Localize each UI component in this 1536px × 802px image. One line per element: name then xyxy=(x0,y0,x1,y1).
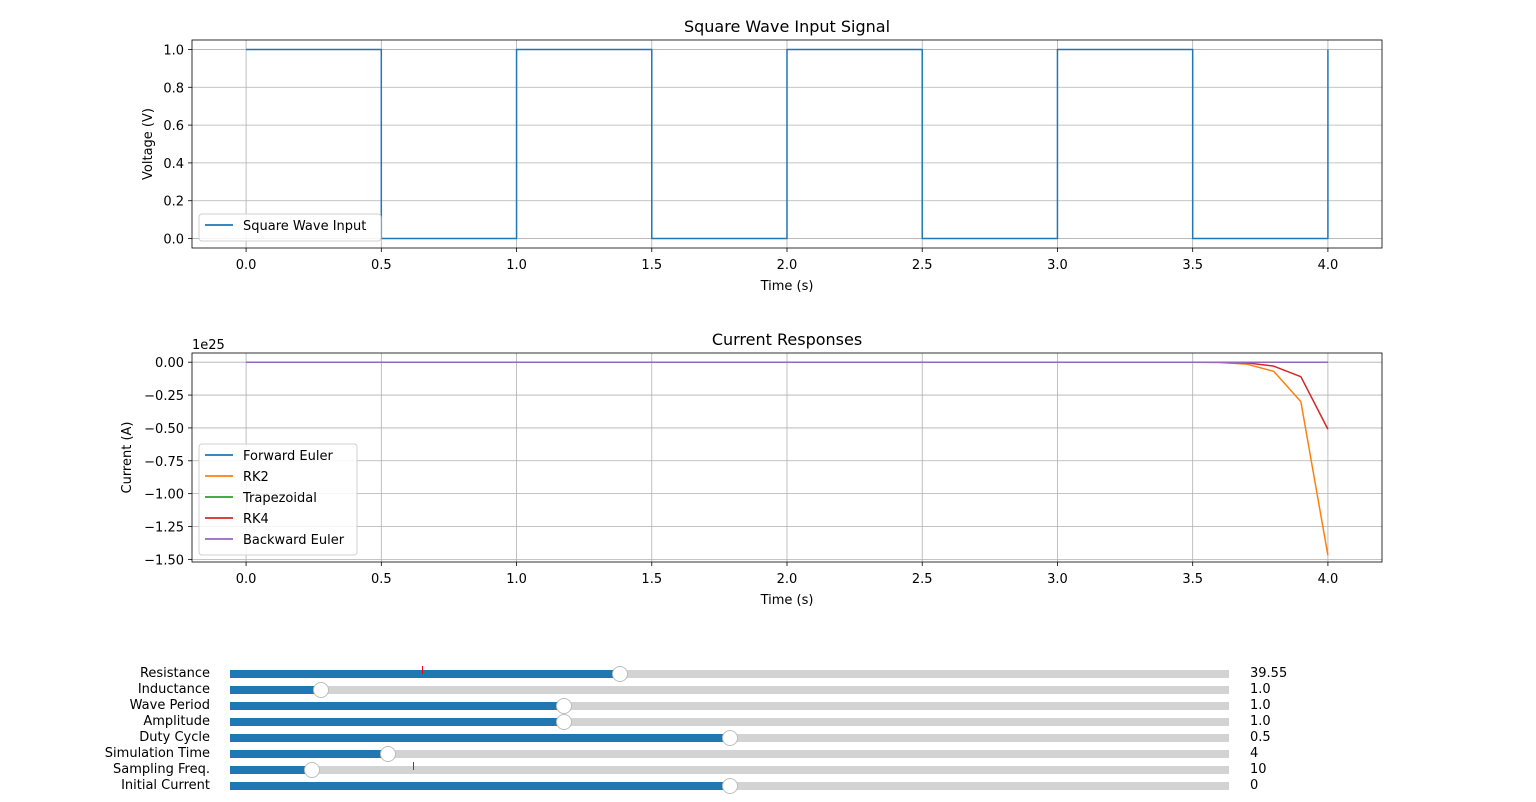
y-tick-label: 1.0 xyxy=(163,43,184,58)
inductance-slider-handle[interactable] xyxy=(312,682,329,698)
x-tick-label: 0.0 xyxy=(236,258,257,273)
resistance-slider[interactable] xyxy=(230,666,1229,682)
x-tick-label: 1.0 xyxy=(506,572,527,587)
inductance-slider[interactable] xyxy=(230,682,1229,698)
chart-title: Square Wave Input Signal xyxy=(684,17,890,36)
x-tick-label: 0.5 xyxy=(371,572,392,587)
x-tick-label: 1.5 xyxy=(641,572,662,587)
y-tick-label: 0.4 xyxy=(163,157,184,172)
legend-label: Square Wave Input xyxy=(243,219,366,234)
wave-period-slider-handle[interactable] xyxy=(555,698,572,714)
series-line-square-wave-input xyxy=(246,48,1329,240)
y-tick-label: −0.50 xyxy=(144,422,184,437)
y-tick-label: −1.25 xyxy=(144,521,184,536)
duty-cycle-slider[interactable] xyxy=(230,730,1229,746)
legend-label: Forward Euler xyxy=(243,449,333,464)
amplitude-slider-handle[interactable] xyxy=(555,714,572,730)
x-tick-label: 0.0 xyxy=(236,572,257,587)
x-tick-label: 1.5 xyxy=(641,258,662,273)
x-tick-label: 2.0 xyxy=(777,258,798,273)
simulation-time-slider-fill xyxy=(230,750,388,758)
amplitude-slider-fill xyxy=(230,718,564,726)
y-tick-label: 0.8 xyxy=(163,81,184,96)
x-tick-label: 3.5 xyxy=(1182,572,1203,587)
initial-current-slider-handle[interactable] xyxy=(721,778,738,794)
resistance-slider-fill xyxy=(230,670,620,678)
wave-period-slider-fill xyxy=(230,702,564,710)
y-tick-label: 0.00 xyxy=(155,356,184,371)
y-tick-label: −0.25 xyxy=(144,389,184,404)
duty-cycle-slider-fill xyxy=(230,734,730,742)
sampling-freq-slider-fill xyxy=(230,766,312,774)
resistance-slider-handle[interactable] xyxy=(611,666,628,682)
inductance-slider-value: 1.0 xyxy=(1250,682,1271,697)
duty-cycle-slider-label: Duty Cycle xyxy=(139,730,210,745)
y-tick-label: −0.75 xyxy=(144,455,184,470)
y-tick-label: −1.00 xyxy=(144,488,184,503)
simulation-time-slider-value: 4 xyxy=(1250,746,1259,761)
wave-period-slider[interactable] xyxy=(230,698,1229,714)
amplitude-slider-value: 1.0 xyxy=(1250,714,1271,729)
legend: Forward Euler RK2 Trapezoidal RK4 Backward E… xyxy=(198,443,358,556)
legend-label: Trapezoidal xyxy=(242,491,317,506)
y-offset-label: 1e25 xyxy=(192,338,225,353)
initial-current-slider[interactable] xyxy=(230,778,1229,794)
x-tick-label: 1.0 xyxy=(506,258,527,273)
simulation-time-slider-handle[interactable] xyxy=(379,746,396,762)
x-tick-label: 4.0 xyxy=(1318,572,1339,587)
chart-1: 0.0 0.5 1.0 1.5 2.0 2.5 3.0 3.5 4.0 0.0 0.2 0.4 0.6 0… xyxy=(141,17,1383,294)
resistance-initial-value-marker xyxy=(422,666,424,674)
chart-title: Current Responses xyxy=(712,330,862,349)
sampling-freq-initial-value-marker xyxy=(413,762,415,770)
initial-current-slider-value: 0 xyxy=(1250,778,1259,793)
x-axis-label: Time (s) xyxy=(760,279,814,294)
x-tick-label: 2.5 xyxy=(912,258,933,273)
inductance-slider-label: Inductance xyxy=(137,682,210,697)
x-tick-label: 2.0 xyxy=(777,572,798,587)
x-tick-label: 4.0 xyxy=(1318,258,1339,273)
y-tick-label: 0.6 xyxy=(163,119,184,134)
simulation-time-slider-label: Simulation Time xyxy=(104,746,210,761)
legend-box xyxy=(198,213,382,242)
legend-label: RK4 xyxy=(243,512,269,527)
duty-cycle-slider-handle[interactable] xyxy=(721,730,738,746)
y-tick-label: 0.0 xyxy=(163,233,184,248)
sampling-freq-slider-handle[interactable] xyxy=(303,762,320,778)
x-tick-label: 3.0 xyxy=(1047,258,1068,273)
inductance-slider-fill xyxy=(230,686,321,694)
wave-period-slider-value: 1.0 xyxy=(1250,698,1271,713)
y-axis-label: Voltage (V) xyxy=(141,108,156,180)
chart-2: 0.0 0.5 1.0 1.5 2.0 2.5 3.0 3.5 4.0 0.00 −0.25 −0.5… xyxy=(120,330,1383,608)
legend-box xyxy=(198,443,358,556)
sampling-freq-slider-value: 10 xyxy=(1250,762,1267,777)
resistance-slider-value: 39.55 xyxy=(1250,666,1288,681)
initial-current-slider-label: Initial Current xyxy=(121,778,210,793)
x-axis-label: Time (s) xyxy=(760,593,814,608)
sampling-freq-slider[interactable] xyxy=(230,762,1229,778)
amplitude-slider-label: Amplitude xyxy=(143,714,210,729)
x-tick-label: 3.0 xyxy=(1047,572,1068,587)
initial-current-slider-fill xyxy=(230,782,730,790)
wave-period-slider-label: Wave Period xyxy=(129,698,210,713)
x-tick-label: 3.5 xyxy=(1182,258,1203,273)
duty-cycle-slider-value: 0.5 xyxy=(1250,730,1271,745)
sampling-freq-slider-label: Sampling Freq. xyxy=(113,762,210,777)
legend: Square Wave Input xyxy=(198,213,382,242)
x-tick-label: 0.5 xyxy=(371,258,392,273)
resistance-slider-label: Resistance xyxy=(139,666,210,681)
simulation-time-slider[interactable] xyxy=(230,746,1229,762)
legend-label: Backward Euler xyxy=(243,533,345,548)
y-tick-label: 0.2 xyxy=(163,195,184,210)
x-tick-label: 2.5 xyxy=(912,572,933,587)
amplitude-slider[interactable] xyxy=(230,714,1229,730)
y-tick-label: −1.50 xyxy=(144,553,184,568)
y-axis-label: Current (A) xyxy=(120,422,135,494)
legend-label: RK2 xyxy=(243,470,269,485)
